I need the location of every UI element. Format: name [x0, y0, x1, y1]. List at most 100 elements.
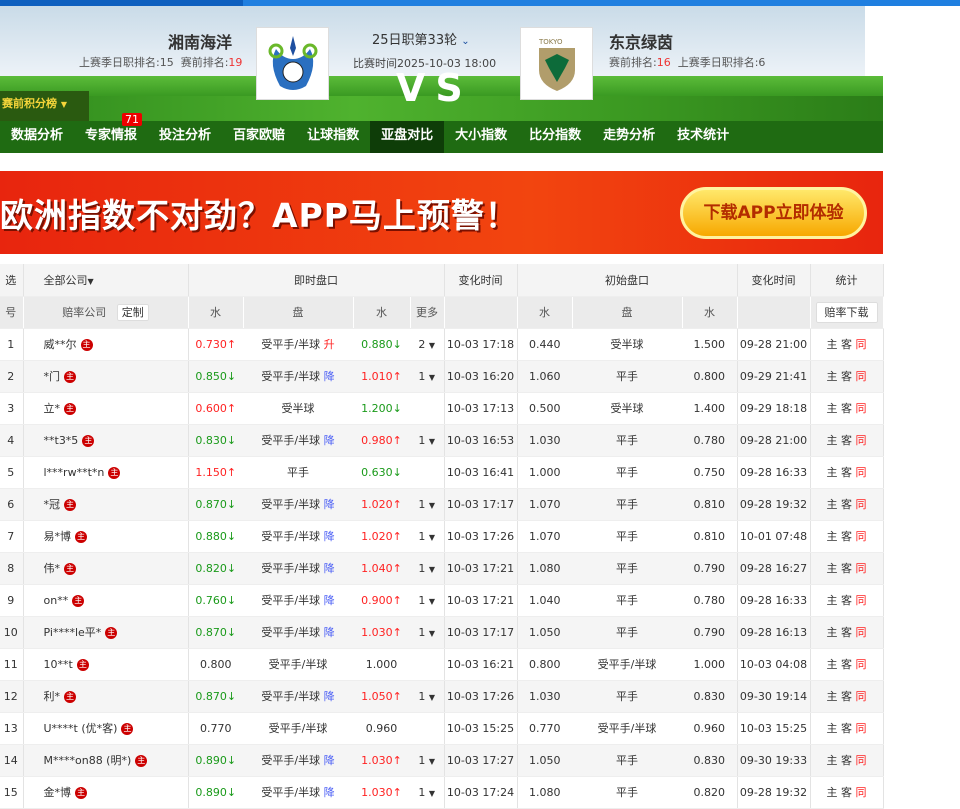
- same-stats-link[interactable]: 同: [855, 530, 867, 543]
- away-stats-link[interactable]: 客: [841, 594, 852, 607]
- home-stats-link[interactable]: 主: [826, 370, 838, 383]
- home-stats-link[interactable]: 主: [826, 754, 838, 767]
- nav-tab[interactable]: 专家情报 71: [74, 113, 148, 153]
- home-stats-link[interactable]: 主: [826, 562, 838, 575]
- standings-dropdown[interactable]: 赛前积分榜 ▼: [0, 91, 89, 123]
- company-cell[interactable]: 10**t 主: [23, 648, 189, 681]
- home-stats-link[interactable]: 主: [826, 658, 838, 671]
- same-stats-link[interactable]: 同: [855, 722, 867, 735]
- same-stats-link[interactable]: 同: [855, 498, 867, 511]
- home-stats-link[interactable]: 主: [826, 626, 838, 639]
- nav-tab[interactable]: 技术统计: [677, 128, 730, 143]
- more-dropdown[interactable]: 1 ▼: [410, 488, 445, 521]
- table-row: 11 10**t 主 0.800 受平手/半球 1.000 10-03 16:21…: [0, 648, 884, 681]
- app-banner[interactable]: 欧洲指数不对劲？APP马上预警！ 下载APP立即体验: [0, 171, 883, 254]
- home-stats-link[interactable]: 主: [826, 690, 838, 703]
- stats-links: 主 客 同: [810, 776, 884, 809]
- away-stats-link[interactable]: 客: [841, 466, 852, 479]
- same-stats-link[interactable]: 同: [855, 754, 867, 767]
- same-stats-link[interactable]: 同: [855, 402, 867, 415]
- company-cell[interactable]: 金*博主: [23, 776, 189, 809]
- same-stats-link[interactable]: 同: [855, 626, 867, 639]
- away-stats-link[interactable]: 客: [841, 722, 852, 735]
- same-stats-link[interactable]: 同: [855, 562, 867, 575]
- stats-header: 统计: [810, 264, 884, 297]
- away-stats-link[interactable]: 客: [841, 562, 852, 575]
- company-cell[interactable]: on** 主: [23, 584, 189, 617]
- home-team-name[interactable]: 湘南海洋: [168, 33, 233, 52]
- same-stats-link[interactable]: 同: [855, 338, 867, 351]
- more-dropdown[interactable]: 1 ▼: [410, 584, 445, 617]
- home-stats-link[interactable]: 主: [826, 466, 838, 479]
- more-dropdown[interactable]: 1 ▼: [410, 680, 445, 713]
- nav-tab[interactable]: 走势分析: [603, 128, 656, 143]
- same-stats-link[interactable]: 同: [855, 594, 867, 607]
- company-cell[interactable]: *门主: [23, 360, 189, 393]
- away-stats-link[interactable]: 客: [841, 338, 852, 351]
- home-stats-link[interactable]: 主: [826, 722, 838, 735]
- more-dropdown[interactable]: 1 ▼: [410, 520, 445, 553]
- more-dropdown[interactable]: 1 ▼: [410, 552, 445, 585]
- company-cell[interactable]: M****on88 (明*) 主: [23, 744, 189, 777]
- more-dropdown[interactable]: 1 ▼: [410, 744, 445, 777]
- company-cell[interactable]: Pi****le平* 主: [23, 616, 189, 649]
- away-stats-link[interactable]: 客: [841, 402, 852, 415]
- home-stats-link[interactable]: 主: [826, 786, 838, 799]
- same-stats-link[interactable]: 同: [855, 434, 867, 447]
- home-stats-link[interactable]: 主: [826, 338, 838, 351]
- customize-button[interactable]: 定制: [116, 304, 149, 321]
- away-stats-link[interactable]: 客: [841, 530, 852, 543]
- row-number: 13: [0, 712, 24, 745]
- company-cell[interactable]: 伟* 主: [23, 552, 189, 585]
- company-cell[interactable]: **t3*5 主: [23, 424, 189, 457]
- more-dropdown[interactable]: 1 ▼: [410, 360, 445, 393]
- odds-download-button[interactable]: 赔率下载: [815, 302, 878, 323]
- home-stats-link[interactable]: 主: [826, 594, 838, 607]
- more-dropdown[interactable]: 1 ▼: [410, 616, 445, 649]
- away-stats-link[interactable]: 客: [841, 626, 852, 639]
- company-filter-dropdown[interactable]: 全部公司▼: [23, 264, 189, 297]
- download-app-button[interactable]: 下载APP立即体验: [680, 187, 867, 239]
- same-stats-link[interactable]: 同: [855, 466, 867, 479]
- nav-tab[interactable]: 比分指数: [529, 128, 582, 143]
- away-team-name[interactable]: 东京绿茵: [609, 33, 674, 52]
- live-away-water: 1.040↑: [353, 552, 410, 585]
- home-stats-link[interactable]: 主: [826, 402, 838, 415]
- same-stats-link[interactable]: 同: [855, 690, 867, 703]
- company-cell[interactable]: 利* 主: [23, 680, 189, 713]
- away-stats-link[interactable]: 客: [841, 658, 852, 671]
- more-dropdown[interactable]: 2 ▼: [410, 328, 445, 361]
- nav-tab[interactable]: 亚盘对比: [370, 121, 445, 153]
- nav-tab[interactable]: 投注分析: [159, 128, 212, 143]
- home-stats-link[interactable]: 主: [826, 498, 838, 511]
- away-stats-link[interactable]: 客: [841, 434, 852, 447]
- nav-tab[interactable]: 大小指数: [455, 128, 508, 143]
- away-stats-link[interactable]: 客: [841, 786, 852, 799]
- home-stats-link[interactable]: 主: [826, 434, 838, 447]
- company-cell[interactable]: U****t (优*客) 主: [23, 712, 189, 745]
- more-dropdown[interactable]: 1 ▼: [410, 424, 445, 457]
- round-selector[interactable]: 25日职第33轮 ⌄: [372, 33, 470, 48]
- away-stats-link[interactable]: 客: [841, 754, 852, 767]
- company-cell[interactable]: 立* 主: [23, 392, 189, 425]
- away-stats-link[interactable]: 客: [841, 690, 852, 703]
- home-team-logo[interactable]: [256, 27, 329, 100]
- nav-tab[interactable]: 让球指数: [307, 128, 360, 143]
- company-cell[interactable]: l***rw**t*n 主: [23, 456, 189, 489]
- company-cell[interactable]: 易*博主: [23, 520, 189, 553]
- more-dropdown[interactable]: 1 ▼: [410, 776, 445, 809]
- same-stats-link[interactable]: 同: [855, 370, 867, 383]
- company-cell[interactable]: *冠主: [23, 488, 189, 521]
- away-team-logo[interactable]: TOKYO: [520, 27, 593, 100]
- init-water-header-2: 水: [682, 296, 738, 329]
- home-icon: 主: [75, 531, 87, 543]
- nav-tab[interactable]: 数据分析: [11, 128, 64, 143]
- nav-tab[interactable]: 百家欧赔: [233, 128, 286, 143]
- same-stats-link[interactable]: 同: [855, 786, 867, 799]
- change-time: 10-03 17:21: [444, 584, 518, 617]
- away-stats-link[interactable]: 客: [841, 370, 852, 383]
- away-stats-link[interactable]: 客: [841, 498, 852, 511]
- company-cell[interactable]: 威**尔主: [23, 328, 189, 361]
- same-stats-link[interactable]: 同: [855, 658, 867, 671]
- home-stats-link[interactable]: 主: [826, 530, 838, 543]
